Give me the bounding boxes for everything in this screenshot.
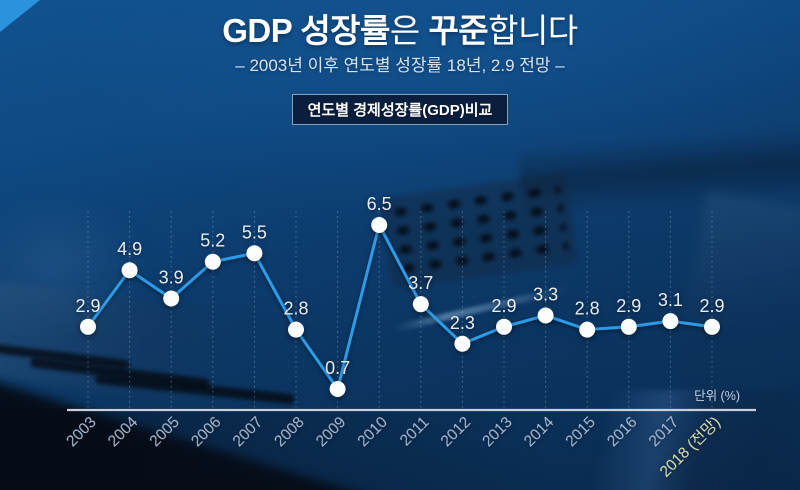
desk-ridge-decoration bbox=[500, 390, 800, 490]
x-axis-tick-labels: 2003 2004 2005 2006 2007 2008 2009 2010 2011 2012… bbox=[63, 413, 723, 481]
x-axis-tick-label: 2007 bbox=[230, 414, 266, 450]
page-title: GDP 성장률은 꾸준합니다 bbox=[0, 4, 800, 52]
data-point bbox=[246, 245, 263, 262]
data-point bbox=[371, 216, 388, 233]
x-axis-tick-label: 2015 bbox=[563, 414, 599, 450]
x-axis-tick-label: 2014 bbox=[521, 414, 558, 451]
badge-row: 연도별 경제성장률(GDP)비교 bbox=[0, 94, 800, 125]
data-point bbox=[163, 290, 180, 307]
x-axis-tick-label: 2003 bbox=[63, 414, 99, 450]
data-point bbox=[496, 318, 512, 335]
x-axis-tick-label: 2006 bbox=[188, 414, 224, 450]
data-point bbox=[662, 313, 679, 330]
data-point bbox=[412, 296, 429, 313]
data-label: 2.9 bbox=[491, 296, 516, 316]
data-points bbox=[80, 216, 720, 398]
data-point bbox=[288, 321, 304, 338]
data-label: 2.8 bbox=[283, 299, 308, 319]
title-bold-segment: 꾸준 bbox=[428, 12, 489, 49]
data-point bbox=[80, 318, 96, 335]
data-point bbox=[620, 318, 637, 335]
chart-title-badge: 연도별 경제성장률(GDP)비교 bbox=[291, 94, 509, 125]
gdp-series-line bbox=[86, 223, 714, 391]
unit-label: 단위 (%) bbox=[694, 389, 740, 403]
data-point bbox=[121, 262, 138, 279]
gridlines bbox=[87, 211, 713, 410]
data-point bbox=[579, 321, 596, 338]
x-axis-tick-label: 2005 bbox=[147, 414, 183, 450]
data-point bbox=[537, 307, 554, 324]
title-regular-segment: 합니다 bbox=[488, 12, 578, 49]
x-axis-tick-label: 2004 bbox=[105, 414, 142, 451]
data-label: 0.7 bbox=[325, 358, 350, 378]
data-label: 2.9 bbox=[75, 296, 100, 316]
below-axis-shading bbox=[0, 408, 800, 490]
data-label: 3.9 bbox=[159, 268, 184, 288]
data-label: 5.2 bbox=[200, 231, 225, 251]
data-point bbox=[704, 318, 720, 335]
x-axis-tick-label: 2012 bbox=[438, 414, 474, 450]
x-axis-tick-label: 2010 bbox=[355, 414, 392, 451]
x-axis-tick-label: 2009 bbox=[313, 414, 349, 450]
data-label: 3.1 bbox=[658, 290, 683, 310]
data-label: 2.8 bbox=[575, 299, 600, 319]
data-label: 2.9 bbox=[699, 296, 724, 316]
data-label: 4.9 bbox=[117, 239, 142, 259]
title-bold-segment: GDP 성장률 bbox=[222, 12, 390, 49]
x-axis-tick-label: 2008 bbox=[271, 414, 307, 450]
data-label: 2.3 bbox=[450, 313, 475, 333]
data-label: 3.3 bbox=[533, 284, 558, 304]
x-axis-tick-label: 2017 bbox=[646, 414, 682, 450]
data-label: 3.7 bbox=[408, 273, 433, 293]
data-point bbox=[204, 253, 221, 270]
data-point bbox=[454, 335, 471, 352]
data-label: 2.9 bbox=[616, 296, 641, 316]
data-point bbox=[329, 381, 346, 398]
x-axis-tick-label: 2013 bbox=[479, 414, 515, 450]
data-labels: 2.9 4.9 3.9 5.2 5.5 2.8 0.7 6.5 3.7 2.3 2.9 3.3 2.8 2… bbox=[75, 194, 724, 378]
x-axis-tick-label: 2011 bbox=[397, 414, 433, 450]
x-axis-tick-label: 2016 bbox=[604, 414, 640, 450]
data-label: 6.5 bbox=[367, 194, 392, 214]
subtitle: – 2003년 이후 연도별 성장률 18년, 2.9 전망 – bbox=[235, 56, 565, 75]
data-label: 5.5 bbox=[242, 222, 267, 242]
corner-accent-triangle bbox=[0, 0, 40, 32]
title-regular-segment: 은 bbox=[389, 12, 429, 49]
